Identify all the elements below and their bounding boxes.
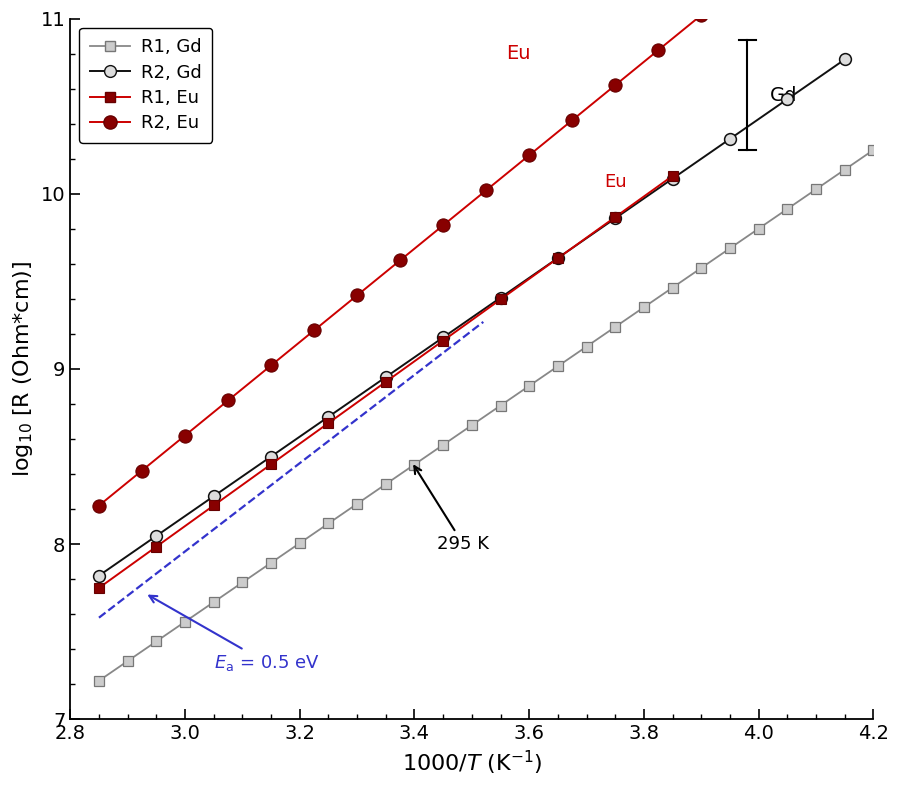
- Text: Eu: Eu: [604, 173, 626, 191]
- R1, Gd: [840, 165, 850, 174]
- R1, Eu: [208, 500, 219, 510]
- R2, Eu: [266, 361, 276, 370]
- R2, Gd: [323, 412, 334, 422]
- R1, Gd: [180, 617, 191, 626]
- R1, Eu: [610, 212, 621, 221]
- R2, Eu: [567, 116, 578, 125]
- R1, Gd: [122, 656, 133, 666]
- R2, Eu: [481, 185, 491, 195]
- R1, Eu: [151, 542, 162, 552]
- Line: R2, Gd: R2, Gd: [93, 54, 850, 582]
- R2, Gd: [381, 373, 392, 382]
- R1, Gd: [868, 145, 878, 154]
- R2, Gd: [437, 333, 448, 342]
- R2, Gd: [94, 571, 104, 581]
- R1, Gd: [381, 479, 392, 489]
- R1, Gd: [323, 519, 334, 528]
- R1, Gd: [753, 224, 764, 233]
- Line: R1, Eu: R1, Eu: [94, 171, 678, 593]
- R1, Eu: [381, 377, 392, 387]
- R2, Gd: [495, 293, 506, 303]
- R2, Gd: [208, 492, 219, 501]
- R1, Gd: [208, 597, 219, 607]
- R1, Gd: [667, 283, 678, 292]
- Y-axis label: log$_{10}$ [R (Ohm*cm)]: log$_{10}$ [R (Ohm*cm)]: [11, 261, 35, 477]
- R2, Gd: [553, 253, 563, 262]
- R2, Gd: [840, 54, 850, 64]
- R1, Gd: [581, 342, 592, 351]
- R1, Eu: [553, 254, 563, 263]
- R1, Gd: [811, 184, 822, 194]
- R1, Gd: [237, 578, 248, 587]
- R1, Gd: [495, 401, 506, 411]
- R1, Gd: [294, 538, 305, 548]
- Text: Gd: Gd: [770, 86, 797, 105]
- Legend: R1, Gd, R2, Gd, R1, Eu, R2, Eu: R1, Gd, R2, Gd, R1, Eu, R2, Eu: [79, 28, 212, 143]
- R1, Gd: [466, 421, 477, 430]
- R2, Eu: [309, 325, 320, 335]
- Text: 295 K: 295 K: [414, 466, 490, 553]
- R1, Eu: [94, 583, 104, 593]
- R2, Eu: [610, 80, 621, 90]
- R2, Gd: [667, 174, 678, 184]
- R1, Gd: [638, 303, 649, 312]
- R1, Gd: [553, 362, 563, 371]
- R1, Eu: [495, 295, 506, 304]
- R1, Gd: [610, 322, 621, 332]
- R1, Gd: [151, 637, 162, 646]
- R1, Gd: [352, 499, 363, 508]
- R2, Eu: [222, 396, 233, 405]
- R2, Gd: [266, 452, 276, 461]
- R1, Gd: [782, 204, 793, 214]
- R1, Gd: [437, 440, 448, 450]
- R2, Eu: [352, 291, 363, 300]
- R2, Gd: [151, 531, 162, 541]
- R1, Eu: [266, 459, 276, 469]
- X-axis label: 1000/$T$ (K$^{-1}$): 1000/$T$ (K$^{-1}$): [401, 749, 542, 777]
- R2, Eu: [696, 10, 706, 20]
- R1, Gd: [696, 263, 706, 273]
- R1, Gd: [724, 243, 735, 253]
- R2, Gd: [724, 134, 735, 143]
- R1, Gd: [410, 459, 420, 469]
- R1, Eu: [437, 336, 448, 345]
- R1, Gd: [266, 558, 276, 567]
- R2, Eu: [437, 221, 448, 230]
- R1, Eu: [667, 171, 678, 180]
- R2, Eu: [137, 466, 148, 475]
- Text: $E_\mathrm{a}$ = 0.5 eV: $E_\mathrm{a}$ = 0.5 eV: [149, 596, 320, 673]
- R2, Eu: [395, 255, 406, 265]
- Text: Eu: Eu: [507, 44, 531, 63]
- R2, Eu: [524, 151, 535, 160]
- R1, Eu: [323, 418, 334, 428]
- R2, Eu: [652, 46, 663, 55]
- R2, Eu: [180, 431, 191, 440]
- R2, Eu: [94, 501, 104, 511]
- R1, Gd: [524, 381, 535, 391]
- R2, Gd: [782, 95, 793, 104]
- Line: R2, Eu: R2, Eu: [93, 9, 708, 512]
- Line: R1, Gd: R1, Gd: [94, 146, 878, 686]
- R1, Gd: [94, 676, 104, 686]
- R2, Gd: [610, 214, 621, 223]
